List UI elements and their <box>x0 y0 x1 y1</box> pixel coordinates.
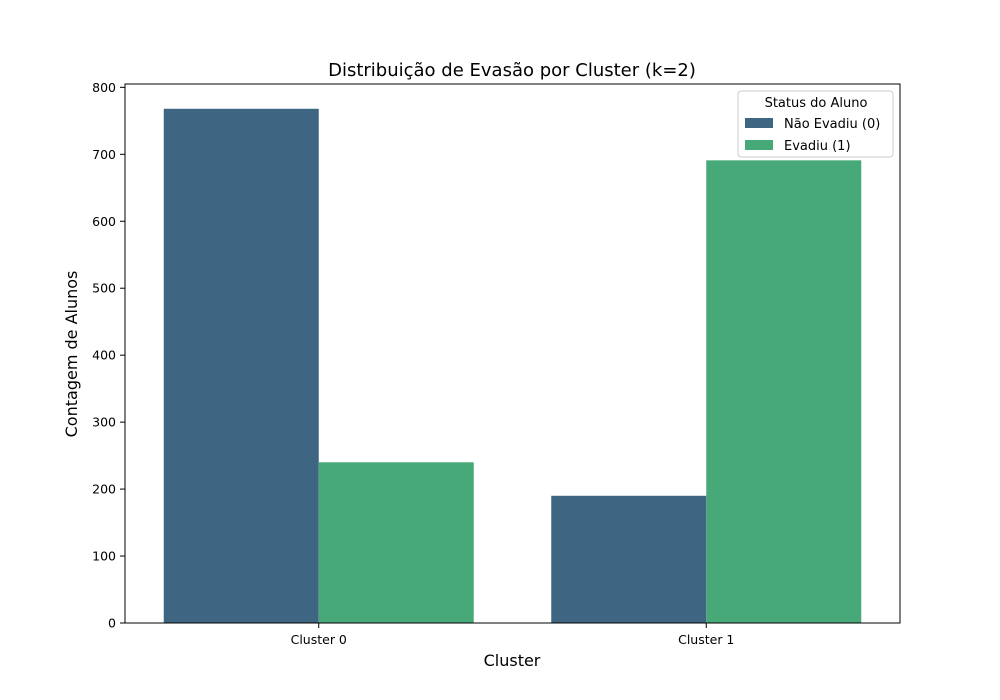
chart-title: Distribuição de Evasão por Cluster (k=2) <box>328 60 696 81</box>
legend-box <box>737 90 894 158</box>
y-tick-label: 300 <box>92 415 116 430</box>
y-tick-label: 500 <box>92 281 116 296</box>
y-tick-label: 800 <box>92 80 116 95</box>
ticks-layer: Cluster 0 Cluster 1 0 100 200 300 400 500 600 700… <box>92 80 734 647</box>
bar-cluster-1-evadiu-1 <box>706 160 862 623</box>
y-tick-label: 200 <box>92 482 116 497</box>
y-tick-label: 700 <box>92 147 116 162</box>
legend-label-evadiu: Evadiu (1) <box>784 139 851 154</box>
legend-swatch-nao-evadiu <box>745 118 773 128</box>
bar-cluster-0-n-o-evadiu-0 <box>163 108 319 623</box>
y-tick-label: 0 <box>108 616 116 631</box>
x-tick-label: Cluster 1 <box>678 632 734 647</box>
y-tick-label: 600 <box>92 214 116 229</box>
bar-cluster-0-evadiu-1 <box>318 462 474 623</box>
axes-frame <box>124 83 901 624</box>
bars-layer <box>163 108 862 623</box>
y-axis-title: Contagem de Alunos <box>62 271 81 438</box>
x-tick-label: Cluster 0 <box>291 632 347 647</box>
legend: Status do Aluno Não Evadiu (0) Evadiu (1… <box>737 90 894 158</box>
y-tick-label: 100 <box>92 549 116 564</box>
legend-label-nao-evadiu: Não Evadiu (0) <box>784 117 880 132</box>
y-tick-label: 400 <box>92 348 116 363</box>
legend-swatch-evadiu <box>745 140 773 150</box>
legend-title: Status do Aluno <box>765 96 868 111</box>
x-axis-title: Cluster <box>484 651 541 670</box>
bar-cluster-1-n-o-evadiu-0 <box>551 495 707 623</box>
